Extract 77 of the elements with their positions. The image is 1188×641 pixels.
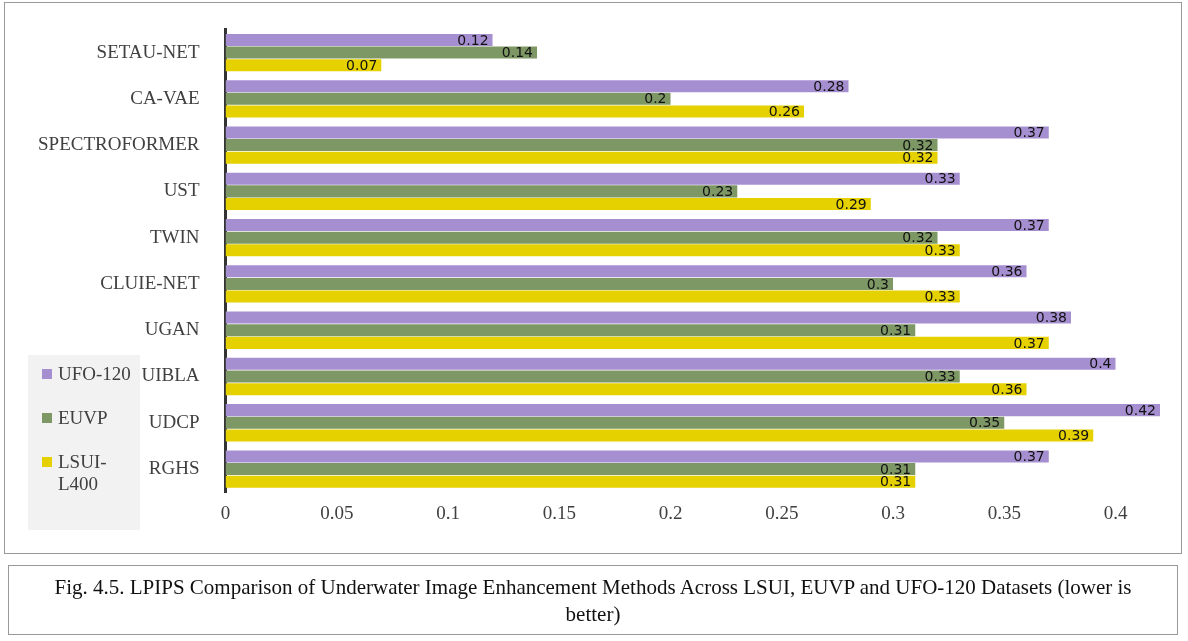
y-tick-label: UST	[163, 179, 200, 201]
data-label: 0.42	[1124, 401, 1156, 418]
data-label: 0.37	[1013, 448, 1045, 465]
y-tick-label: RGHS	[148, 457, 200, 479]
legend-label: LSUI-L400	[58, 451, 108, 495]
bar	[225, 105, 805, 118]
bar	[225, 139, 938, 152]
bar	[225, 277, 894, 290]
bar	[225, 244, 960, 257]
y-tick-label: TWIN	[149, 225, 200, 247]
bar	[225, 46, 538, 59]
bar	[225, 463, 916, 476]
x-tick-label: 0.35	[987, 501, 1021, 523]
data-label: 0.07	[346, 56, 378, 73]
data-label: 0.28	[813, 77, 845, 94]
data-label: 0.4	[1089, 355, 1112, 372]
data-label: 0.31	[880, 321, 912, 338]
bar	[225, 336, 1049, 349]
y-tick-label: CA-VAE	[130, 86, 200, 108]
data-label: 0.37	[1013, 216, 1045, 233]
y-tick-label: SETAU-NET	[96, 40, 200, 62]
bar	[225, 80, 849, 93]
bar	[225, 370, 960, 383]
data-label: 0.33	[924, 170, 956, 187]
bar	[225, 151, 938, 164]
bar	[225, 265, 1027, 278]
x-tick-label: 0	[220, 501, 231, 523]
data-label: 0.12	[457, 31, 489, 48]
data-label: 0.36	[991, 380, 1023, 397]
data-label: 0.33	[924, 368, 956, 385]
bar	[225, 357, 1116, 370]
bar	[225, 429, 1094, 442]
bar	[225, 311, 1071, 324]
caption: Fig. 4.5. LPIPS Comparison of Underwater Image Enhancement Methods Across LSUI, EUVP and UFO-120 Datasets (lower is better)	[8, 565, 1178, 635]
bar	[225, 219, 1049, 232]
y-tick-label: UDCP	[148, 410, 200, 432]
data-label: 0.29	[835, 195, 867, 212]
bar	[225, 324, 916, 337]
x-tick-label: 0.25	[765, 501, 799, 523]
x-tick-label: 0.05	[320, 501, 354, 523]
bar	[225, 185, 738, 198]
y-tick-label: SPECTROFORMER	[38, 133, 200, 155]
bar	[225, 383, 1027, 396]
data-label: 0.37	[1013, 334, 1045, 351]
bar	[225, 475, 916, 488]
x-tick-label: 0.4	[1103, 501, 1128, 523]
y-tick-label: CLUIE-NET	[100, 271, 200, 293]
bar	[225, 126, 1049, 139]
data-label: 0.23	[702, 183, 734, 200]
bar	[225, 290, 960, 303]
data-label: 0.14	[501, 44, 534, 61]
bar	[225, 92, 671, 105]
bar	[225, 450, 1049, 463]
legend-label: EUVP	[58, 407, 108, 429]
y-tick-label: UIBLA	[141, 364, 200, 386]
x-tick-label: 0.15	[542, 501, 576, 523]
x-tick-label: 0.1	[436, 501, 460, 523]
x-tick-label: 0.2	[658, 501, 683, 523]
x-tick-label: 0.3	[881, 501, 905, 523]
data-label: 0.39	[1058, 427, 1090, 444]
bar	[225, 404, 1160, 417]
data-label: 0.3	[866, 275, 890, 292]
bar	[225, 172, 960, 185]
bar	[225, 33, 493, 46]
data-label: 0.2	[644, 90, 667, 107]
bar	[225, 416, 1005, 429]
data-label: 0.38	[1035, 309, 1067, 326]
y-tick-label: UGAN	[144, 318, 200, 340]
bar	[225, 59, 382, 72]
legend-label: UFO-120	[58, 363, 131, 385]
data-label: 0.37	[1013, 124, 1045, 141]
bar	[225, 231, 938, 244]
data-label: 0.26	[768, 103, 801, 120]
bar	[225, 198, 871, 211]
data-label: 0.33	[924, 288, 956, 305]
data-label: 0.35	[969, 414, 1001, 431]
data-label: 0.36	[991, 262, 1023, 279]
